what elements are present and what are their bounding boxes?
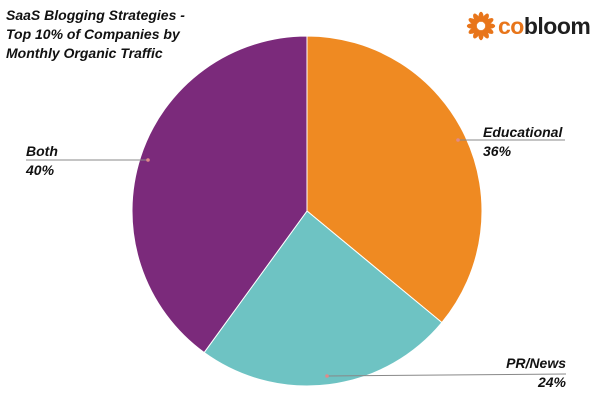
pie-slice-both: [131, 35, 308, 354]
pie-slice-pr-news: [203, 210, 443, 387]
pie-slice-educational: [306, 35, 483, 324]
slice-label-2: Both: [26, 143, 58, 159]
chart-title: SaaS Blogging Strategies - Top 10% of Co…: [6, 6, 216, 63]
cobloom-logo: cobloom: [466, 11, 591, 41]
chart-title-line-2: Top 10% of Companies by: [6, 26, 180, 42]
leader-dot-1: [325, 374, 329, 378]
leader-dot-0: [456, 138, 460, 142]
chart-title-line-1: SaaS Blogging Strategies -: [6, 7, 185, 23]
leader-line-1: [326, 373, 567, 377]
slice-label-0: Educational: [483, 124, 563, 140]
slice-value-0: 36%: [483, 143, 512, 159]
slice-value-1: 24%: [537, 374, 567, 390]
slice-value-2: 40%: [25, 162, 55, 178]
slice-label-1: PR/News: [506, 355, 566, 371]
logo-wordmark-prefix: co: [498, 12, 524, 39]
leader-dot-2: [146, 158, 150, 162]
chart-title-line-3: Monthly Organic Traffic: [6, 45, 163, 61]
flower-icon: [466, 11, 496, 41]
logo-wordmark: cobloom: [498, 12, 591, 40]
logo-wordmark-main: bloom: [523, 12, 591, 39]
